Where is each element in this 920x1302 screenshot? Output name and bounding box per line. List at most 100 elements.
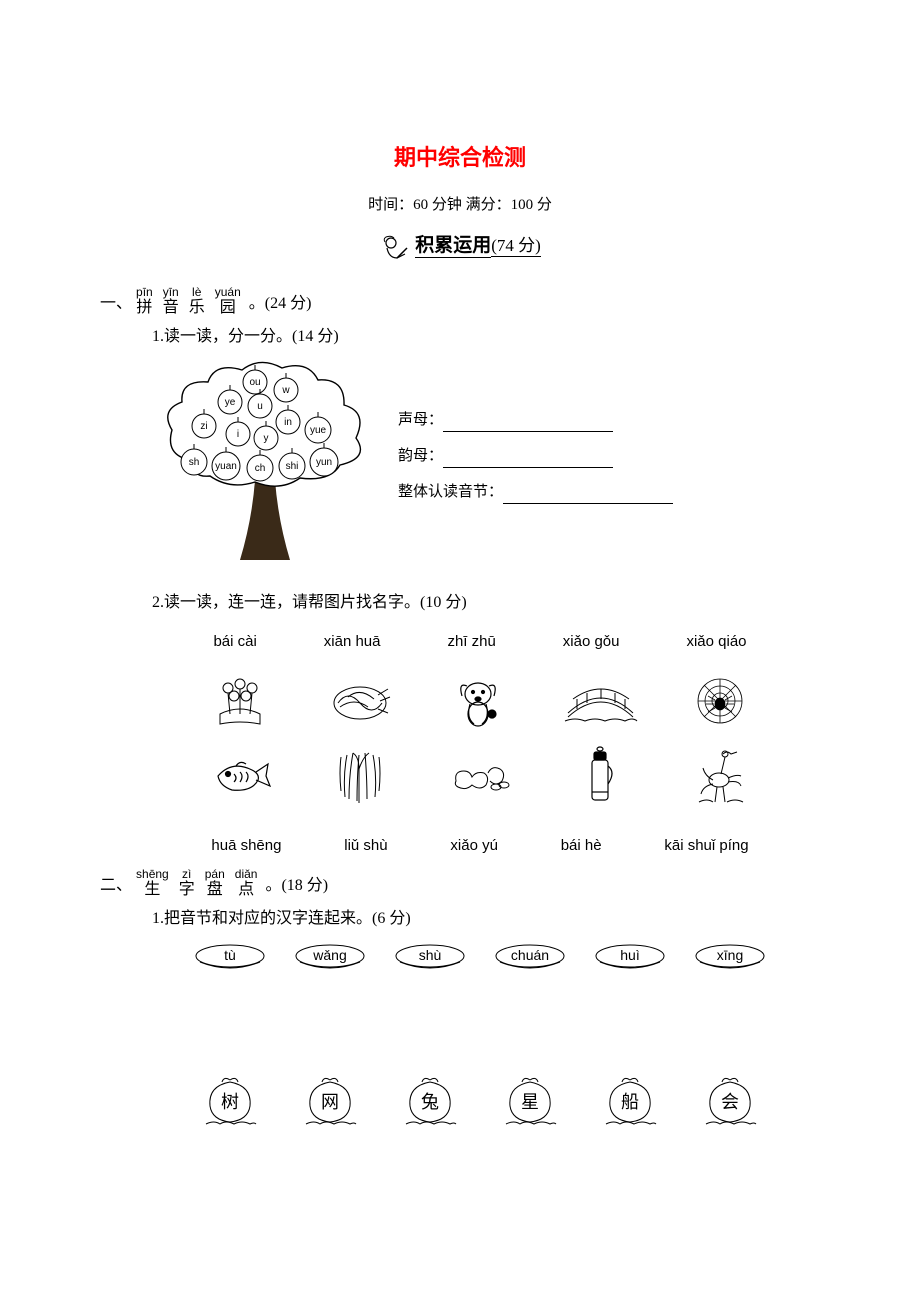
- spider-web-icon: [680, 672, 760, 732]
- q1-2-pinyin-bottom: huā shēng liǔ shù xiǎo yú bái hè kāi shu…: [180, 834, 780, 858]
- q1-ruby-h-1: 音: [163, 299, 179, 317]
- page-title: 期中综合检测: [100, 140, 820, 175]
- peach-5: 会: [700, 1076, 760, 1132]
- shengmu-label: 声母：: [398, 412, 443, 428]
- apple-y: y: [264, 433, 269, 444]
- svg-text:wǎng: wǎng: [312, 947, 346, 963]
- svg-text:网: 网: [321, 1092, 339, 1112]
- svg-text:huì: huì: [620, 947, 639, 963]
- svg-text:shù: shù: [419, 947, 442, 963]
- pinyin-tree: ou w ye u zi in i y yue sh yuan ch shi y…: [160, 360, 370, 560]
- apple-yue: yue: [310, 425, 327, 436]
- apple-u: u: [257, 401, 263, 412]
- page-subtitle: 时间：60 分钟 满分：100 分: [100, 193, 820, 217]
- dish-5: xīng: [690, 942, 770, 976]
- cabbage-icon: [320, 672, 400, 732]
- peach-2: 兔: [400, 1076, 460, 1132]
- q2-number: 二、: [100, 873, 132, 899]
- apple-shi: shi: [286, 461, 299, 472]
- svg-text:会: 会: [721, 1092, 739, 1112]
- q1-ruby-p-0: pīn: [136, 286, 153, 299]
- apple-zi: zi: [200, 421, 207, 432]
- q1-tail: 。(24 分): [249, 291, 312, 317]
- section-banner: 积累运用(74 分): [100, 231, 820, 261]
- thermos-icon: [560, 746, 640, 806]
- pb-2: xiǎo yú: [450, 834, 498, 858]
- q2-ruby-h-2: 盘: [207, 881, 223, 899]
- q1-sub1-label: 1.读一读，分一分。(14 分): [152, 324, 820, 350]
- pb-3: bái hè: [561, 834, 602, 858]
- q2-sub1-label: 1.把音节和对应的汉字连起来。(6 分): [152, 906, 820, 932]
- q1-number: 一、: [100, 291, 132, 317]
- apple-yuan: yuan: [215, 461, 237, 472]
- pt-0: bái cài: [213, 630, 256, 654]
- apple-w: w: [281, 385, 290, 396]
- q2-ruby-p-0: shēng: [136, 868, 169, 881]
- q1-2-pinyin-top: bái cài xiān huā zhī zhū xiǎo gǒu xiǎo q…: [180, 630, 780, 654]
- pt-2: zhī zhū: [447, 630, 495, 654]
- svg-text:chuán: chuán: [511, 947, 549, 963]
- q1-sub2-label: 2.读一读，连一连，请帮图片找名字。(10 分): [152, 590, 820, 616]
- q1-heading: 一、 pīn拼 x yīn音 x lè乐 x yuán园 。(24 分): [100, 286, 820, 317]
- section-banner-text: 积累运用: [415, 235, 491, 258]
- puppy-icon: [440, 672, 520, 732]
- pb-4: kāi shuǐ píng: [664, 834, 748, 858]
- pt-1: xiān huā: [324, 630, 381, 654]
- q2-tail: 。(18 分): [265, 873, 328, 899]
- q2-heading: 二、 shēng生 x zì字 x pán盘 x diǎn点 。(18 分): [100, 868, 820, 899]
- q1-ruby-h-2: 乐: [189, 299, 205, 317]
- dish-1: wǎng: [290, 942, 370, 976]
- hanzi-peach-row: 树 网 兔 星 船 会: [180, 1076, 780, 1132]
- crane-bird-icon: [680, 746, 760, 806]
- svg-text:tù: tù: [224, 947, 236, 963]
- svg-text:树: 树: [221, 1092, 239, 1112]
- q1-ruby-p-3: yuán: [215, 286, 241, 299]
- q1-ruby-p-2: lè: [192, 286, 201, 299]
- svg-text:星: 星: [521, 1092, 539, 1112]
- whole-blank[interactable]: [503, 487, 673, 504]
- flowers-icon: [200, 672, 280, 732]
- yunmu-blank[interactable]: [443, 451, 613, 468]
- svg-text:xīng: xīng: [717, 947, 743, 963]
- apple-ou: ou: [249, 377, 260, 388]
- dish-4: huì: [590, 942, 670, 976]
- q1-ruby-p-1: yīn: [163, 286, 179, 299]
- dish-3: chuán: [490, 942, 570, 976]
- pinyin-dish-row: tù wǎng shù chuán huì xīng: [180, 942, 780, 976]
- svg-text:船: 船: [621, 1092, 639, 1112]
- shengmu-blank[interactable]: [443, 415, 613, 432]
- peanuts-icon: [440, 746, 520, 806]
- fish-icon: [200, 746, 280, 806]
- pb-1: liǔ shù: [344, 834, 387, 858]
- q2-ruby-p-2: pán: [205, 868, 225, 881]
- pb-0: huā shēng: [211, 834, 281, 858]
- peach-1: 网: [300, 1076, 360, 1132]
- dish-0: tù: [190, 942, 270, 976]
- bridge-icon: [560, 672, 640, 732]
- section-banner-points: (74 分): [491, 236, 541, 257]
- peach-4: 船: [600, 1076, 660, 1132]
- q2-ruby-p-3: diǎn: [235, 868, 258, 881]
- dish-2: shù: [390, 942, 470, 976]
- apple-yun: yun: [316, 457, 332, 468]
- q1-blanks: 声母： 韵母： 整体认读音节：: [398, 408, 673, 516]
- pt-3: xiǎo gǒu: [563, 630, 620, 654]
- peach-0: 树: [200, 1076, 260, 1132]
- q1-2-image-grid: [180, 672, 780, 806]
- q2-ruby-h-1: 字: [179, 881, 195, 899]
- q1-ruby-h-0: 拼: [136, 299, 152, 317]
- child-writing-icon: [379, 234, 411, 262]
- q2-ruby-h-3: 点: [238, 881, 254, 899]
- apple-in: in: [284, 417, 292, 428]
- yunmu-label: 韵母：: [398, 448, 443, 464]
- apple-i: i: [237, 429, 239, 440]
- q1-ruby-h-3: 园: [220, 299, 236, 317]
- q2-ruby-h-0: 生: [144, 881, 160, 899]
- svg-text:兔: 兔: [421, 1092, 439, 1112]
- whole-label: 整体认读音节：: [398, 484, 503, 500]
- q2-ruby-p-1: zì: [182, 868, 191, 881]
- willow-tree-icon: [320, 746, 400, 806]
- peach-3: 星: [500, 1076, 560, 1132]
- apple-ye: ye: [225, 397, 236, 408]
- apple-ch: ch: [255, 463, 266, 474]
